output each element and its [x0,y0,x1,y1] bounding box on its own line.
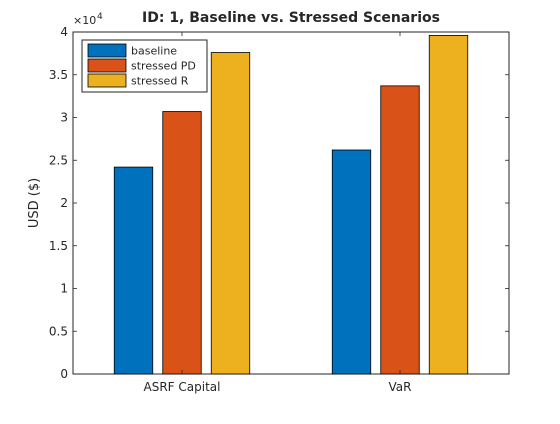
legend-label-baseline: baseline [131,45,177,58]
legend-swatch-stressed-pd [87,58,127,73]
y-tick-label-7: 3.5 [49,68,68,82]
x-tick-label-var: VaR [389,380,412,394]
legend-swatch-baseline [87,43,127,58]
legend-swatch-stressed-r [87,73,127,88]
bar-stressed-r-asrf-capital [210,52,251,375]
bar-baseline-var [331,149,372,375]
bar-stressed-pd-asrf-capital [162,111,202,375]
y-axis-label: USD ($) [27,178,42,228]
y-tick-label-1: 0.5 [49,324,68,338]
legend: baseline stressed PD stressed R [81,39,208,93]
bar-baseline-asrf-capital [113,166,154,375]
y-tick-label-2: 1 [60,282,68,296]
y-tick-label-5: 2.5 [49,153,68,167]
y-exponent-base: ×10 [73,14,96,27]
chart-title: ID: 1, Baseline vs. Stressed Scenarios [142,10,440,26]
legend-entry-stressed-pd: stressed PD [87,58,196,73]
legend-label-stressed-r: stressed R [131,75,189,88]
y-tick-label-0: 0 [60,367,68,381]
bars-layer [113,35,469,375]
axes-layer: ASRF Capital VaR 0 0.5 1 1.5 2 2.5 3 3.5 4 [49,25,509,394]
legend-label-stressed-pd: stressed PD [131,60,196,73]
y-tick-label-8: 4 [60,25,68,39]
y-tick-label-6: 3 [60,111,68,125]
legend-entry-stressed-r: stressed R [87,73,189,88]
legend-entry-baseline: baseline [87,43,177,58]
bar-stressed-pd-var [380,85,420,375]
bar-stressed-r-var [428,35,469,375]
y-exponent-power: 4 [97,12,103,22]
y-tick-label-4: 2 [60,196,68,210]
y-tick-label-3: 1.5 [49,239,68,253]
x-tick-label-asrf-capital: ASRF Capital [144,380,221,394]
